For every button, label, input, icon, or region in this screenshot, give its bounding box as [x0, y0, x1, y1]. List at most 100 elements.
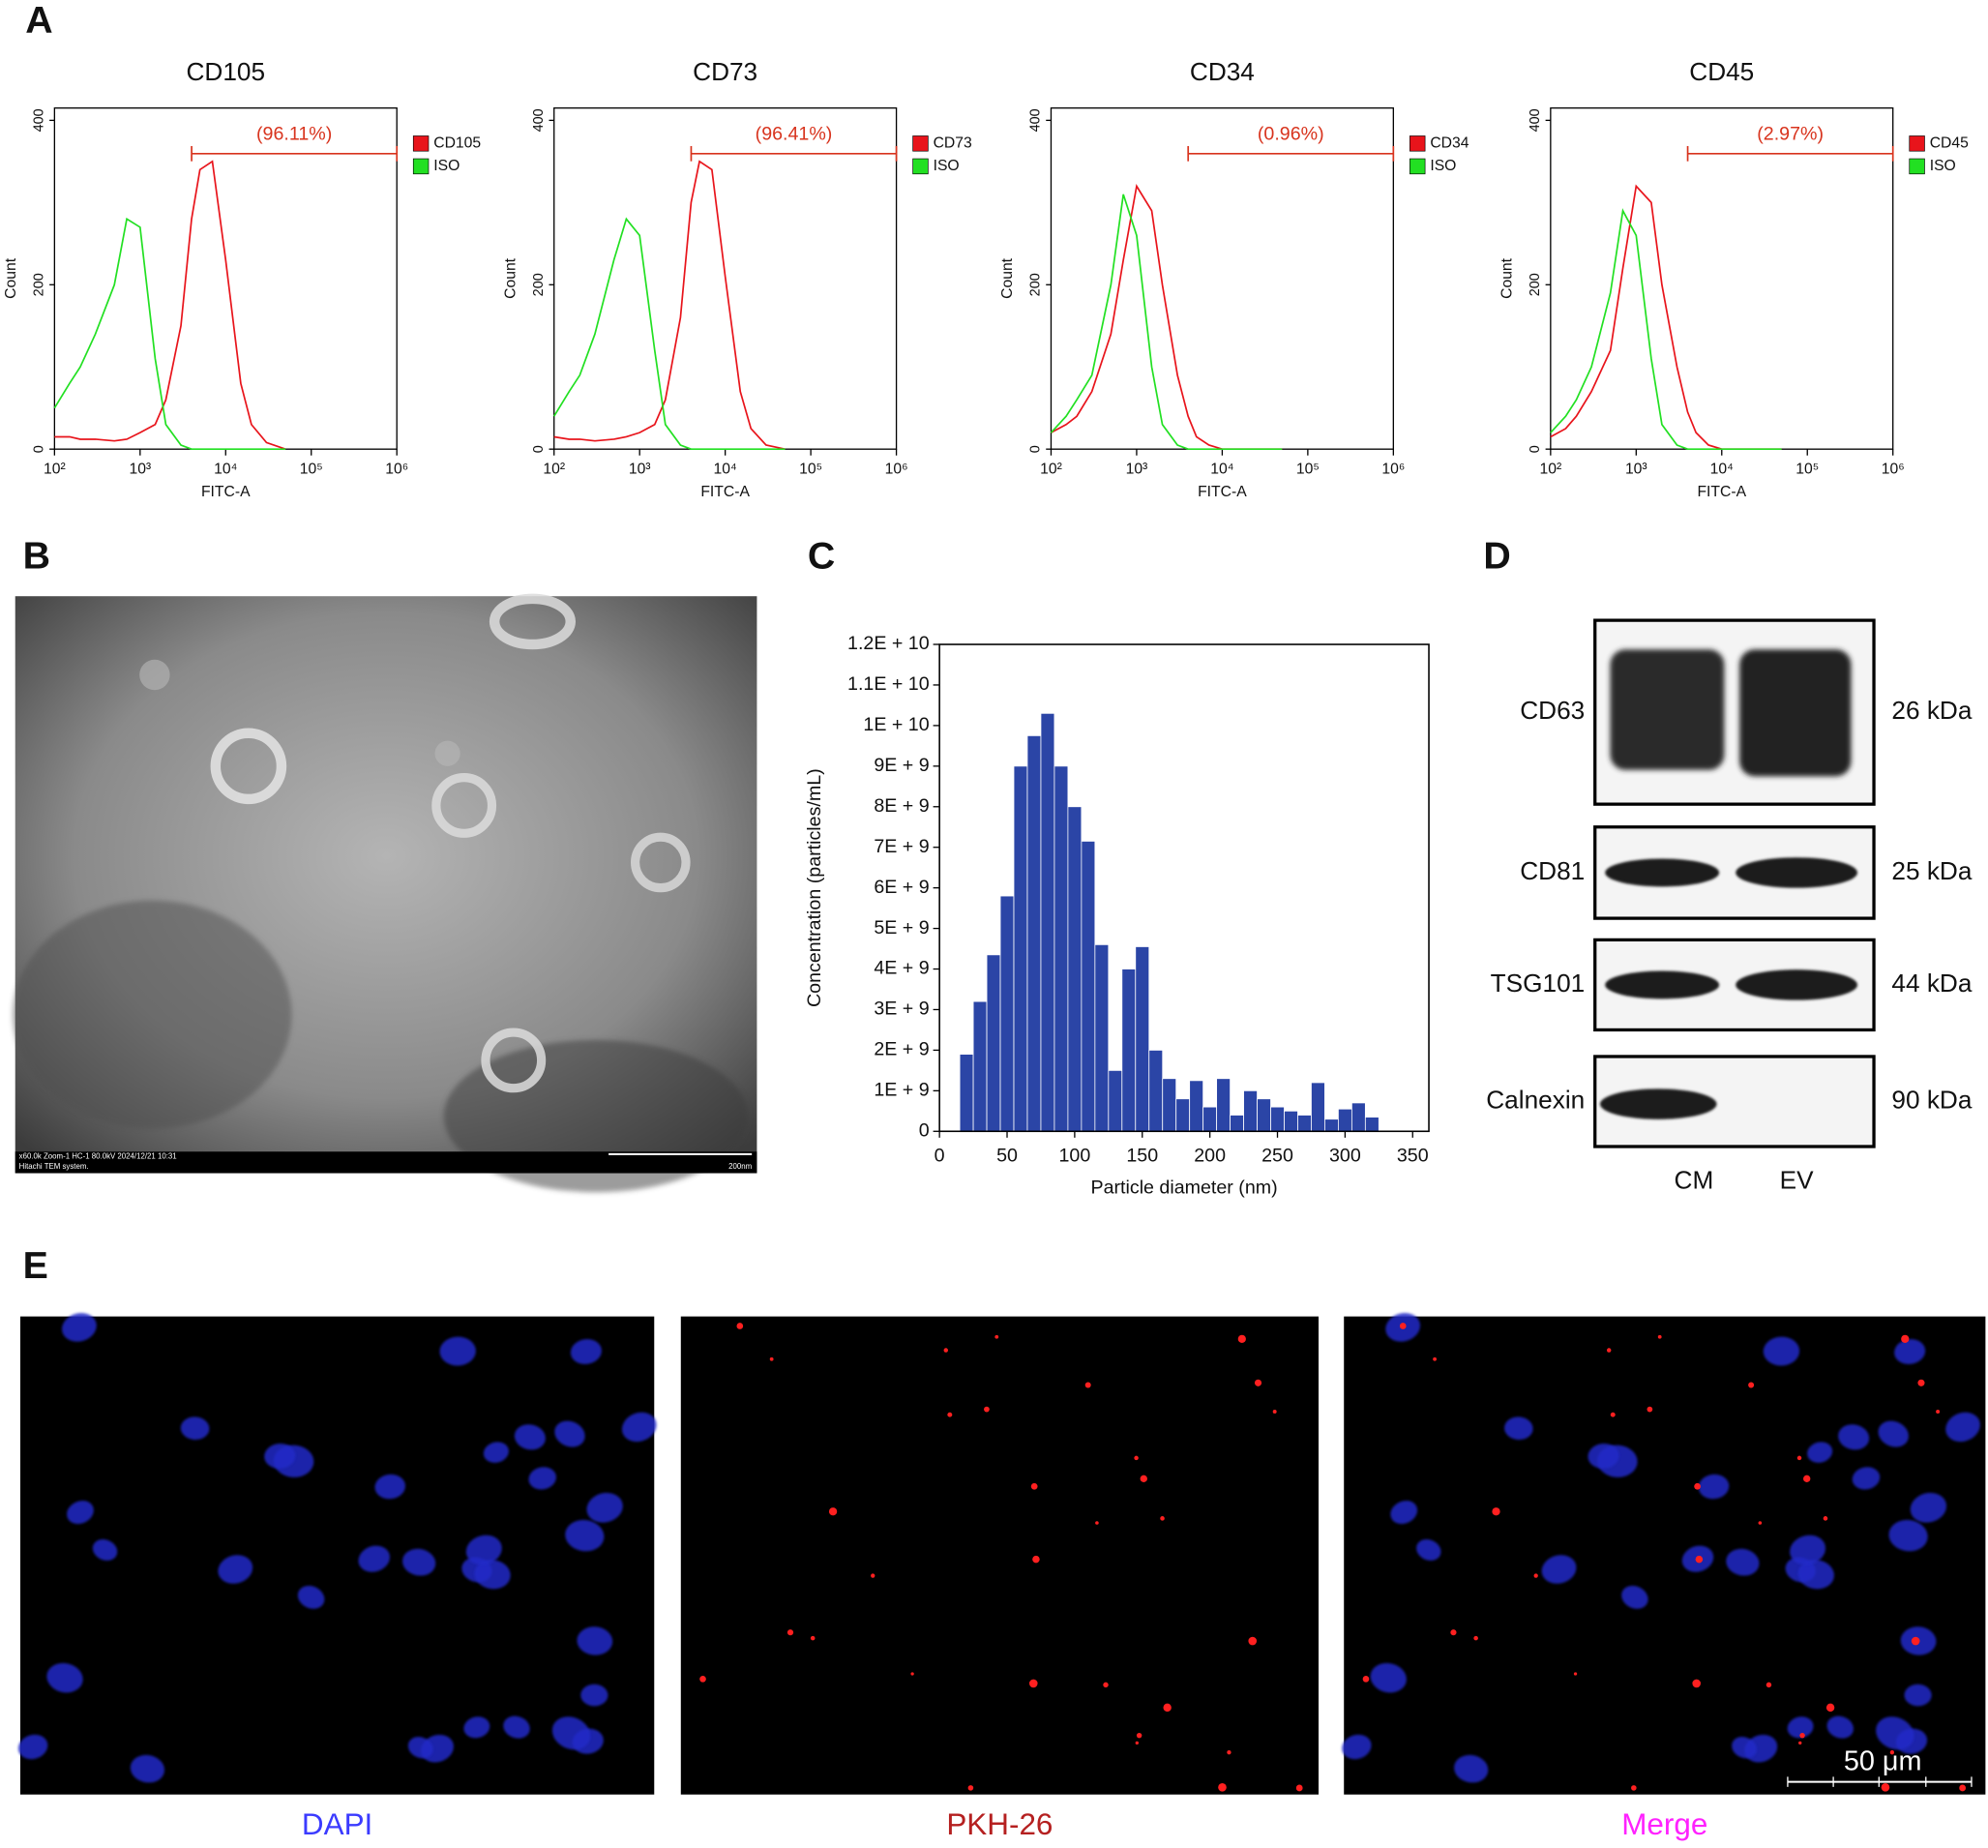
x-tick-label: 10⁵ — [1795, 461, 1819, 477]
legend-swatch — [1409, 135, 1426, 152]
x-tick-label: 10⁶ — [385, 461, 408, 477]
vesicle-dot — [1901, 1334, 1910, 1343]
bar — [1364, 1117, 1380, 1132]
vesicle-dot — [1936, 1410, 1941, 1414]
bar — [986, 954, 1001, 1132]
nucleus — [439, 1336, 476, 1366]
bar — [1311, 1082, 1325, 1132]
gate-label: (0.96%) — [1258, 123, 1324, 144]
nucleus — [297, 1585, 325, 1609]
gate-label: (2.97%) — [1757, 123, 1824, 144]
tem-scale: 200nm — [728, 1162, 752, 1171]
vesicle-dot — [1765, 1682, 1772, 1688]
y-tick-label: 1E + 10 — [863, 714, 929, 735]
vesicle-dot — [1823, 1516, 1828, 1521]
vesicle-dot — [1492, 1507, 1500, 1516]
vesicle-dot — [1030, 1482, 1038, 1490]
x-tick-label: 10³ — [129, 461, 151, 477]
bar — [1270, 1106, 1285, 1132]
nucleus — [503, 1715, 530, 1739]
vesicle-dot — [967, 1785, 974, 1791]
vesicle-dot — [1218, 1782, 1227, 1792]
vesicle-dot — [1758, 1521, 1763, 1525]
y-tick-label: 8E + 9 — [874, 795, 929, 817]
channel-label: DAPI — [302, 1807, 372, 1841]
flow-chart: CD45 0 200 400 10² 10³ 10⁴ 10⁵ 10⁶ FITC-A Count CD4… — [1498, 57, 1969, 500]
x-tick-label: 350 — [1397, 1146, 1429, 1167]
nucleus — [1416, 1538, 1441, 1561]
vesicle-dot — [1692, 1679, 1702, 1688]
bar — [1108, 1069, 1123, 1132]
western-blot: CD63 26 kDa CD81 25 kDa TSG101 44 kDa Calnexin… — [1486, 618, 1973, 1195]
histogram-line — [53, 217, 286, 451]
vesicle-dot — [1911, 1636, 1920, 1646]
nucleus — [1763, 1336, 1800, 1366]
vesicle-dot — [984, 1406, 990, 1413]
vesicle-dot — [1272, 1410, 1277, 1414]
histogram-line — [54, 160, 286, 450]
nucleus — [1838, 1424, 1870, 1450]
y-tick-label: 9E + 9 — [874, 755, 929, 776]
vesicle-dot — [736, 1323, 744, 1329]
vesicle-dot — [994, 1334, 999, 1339]
nucleus — [1807, 1442, 1833, 1463]
vesicle-dot — [828, 1507, 838, 1516]
vesicle-dot — [1362, 1676, 1370, 1683]
x-tick-label: 10⁶ — [885, 461, 908, 477]
tem-image: x60.0k Zoom-1 HC-1 80.0kV 2024/12/21 10:… — [13, 593, 757, 1193]
nucleus — [402, 1548, 436, 1576]
vesicle-dot — [1433, 1356, 1437, 1361]
size-label: 44 kDa — [1891, 969, 1972, 998]
y-tick-label: 2E + 9 — [874, 1039, 929, 1060]
nucleus — [1390, 1500, 1418, 1525]
nucleus — [264, 1444, 296, 1469]
bar — [1338, 1108, 1352, 1132]
nucleus — [130, 1754, 165, 1783]
nucleus — [554, 1420, 585, 1447]
nucleus — [1852, 1467, 1881, 1490]
nucleus — [514, 1424, 546, 1450]
x-axis-label: FITC-A — [1697, 484, 1746, 500]
vesicle-dot — [1399, 1323, 1407, 1329]
vesicle-dot — [1748, 1382, 1755, 1388]
y-tick-label: 1.2E + 10 — [847, 633, 930, 654]
chart-title: CD45 — [1689, 57, 1754, 86]
micrograph — [680, 1316, 1320, 1795]
plot-frame — [53, 106, 398, 450]
vesicle-dot — [1803, 1475, 1811, 1482]
channel-label: Merge — [1621, 1807, 1707, 1841]
vesicle-dot — [1610, 1412, 1616, 1417]
vesicle-dot — [1657, 1334, 1662, 1339]
band — [1605, 858, 1720, 887]
vesicle-dot — [1799, 1732, 1805, 1739]
size-label: 90 kDa — [1891, 1085, 1972, 1114]
y-axis-label: Concentration (particles/mL) — [804, 768, 825, 1007]
vesicle-dot — [1825, 1703, 1835, 1713]
bar — [1026, 734, 1042, 1132]
gate-label: (96.11%) — [256, 123, 332, 144]
y-tick-label: 400 — [1028, 108, 1044, 132]
nucleus — [1787, 1716, 1814, 1739]
x-tick-label: 150 — [1126, 1146, 1158, 1167]
bar — [1053, 765, 1069, 1132]
nucleus — [1945, 1412, 1980, 1443]
vesicle-dot — [1694, 1482, 1701, 1490]
x-tick-label: 10⁶ — [1381, 461, 1405, 477]
nucleus — [551, 1716, 591, 1750]
y-tick-label: 200 — [531, 273, 547, 296]
bar — [1216, 1078, 1231, 1132]
nucleus — [218, 1555, 253, 1584]
bar — [1081, 841, 1096, 1132]
nucleus — [1797, 1560, 1834, 1590]
bar — [999, 895, 1015, 1132]
vesicle-dot — [943, 1348, 949, 1353]
y-tick-label: 400 — [1528, 108, 1543, 132]
nucleus — [570, 1339, 602, 1364]
scale-label: 50 μm — [1844, 1746, 1922, 1777]
y-tick-label: 7E + 9 — [874, 836, 929, 857]
bar — [1189, 1080, 1204, 1132]
vesicle-dot — [1647, 1406, 1653, 1413]
panel-letter: C — [808, 534, 835, 577]
x-tick-label: 50 — [996, 1146, 1018, 1167]
vesicle-dot — [1254, 1379, 1262, 1386]
